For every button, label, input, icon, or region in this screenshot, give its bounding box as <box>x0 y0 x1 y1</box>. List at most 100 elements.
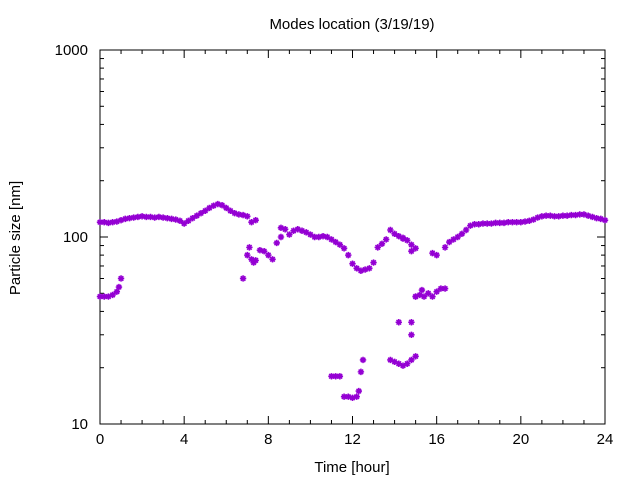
data-point-0 <box>96 218 104 226</box>
data-point-9 <box>134 213 142 221</box>
data-point-119 <box>246 244 253 251</box>
data-point-63 <box>382 236 390 243</box>
data-point-137 <box>357 368 365 376</box>
data-point-55 <box>349 260 356 267</box>
data-point-113 <box>109 291 116 299</box>
data-point-83 <box>492 219 499 227</box>
data-point-84 <box>496 219 503 227</box>
data-point-86 <box>505 218 512 226</box>
x-tick-label-4: 16 <box>428 431 445 448</box>
x-tick-label-1: 4 <box>180 431 188 448</box>
data-point-117 <box>239 275 247 282</box>
data-point-123 <box>256 246 264 254</box>
data-point-61 <box>374 244 381 251</box>
data-point-132 <box>340 393 348 400</box>
data-point-71 <box>441 244 449 251</box>
data-point-45 <box>307 231 314 238</box>
data-point-72 <box>446 238 453 246</box>
data-point-151 <box>420 293 428 300</box>
data-point-62 <box>378 240 386 247</box>
data-point-38 <box>277 224 285 231</box>
data-point-29 <box>218 201 226 209</box>
x-tick-label-5: 20 <box>512 431 529 448</box>
data-point-60 <box>370 259 377 266</box>
data-point-148 <box>408 331 415 338</box>
data-point-157 <box>429 249 436 257</box>
data-point-2 <box>105 219 112 227</box>
data-point-95 <box>542 212 550 219</box>
data-point-36 <box>248 218 255 226</box>
data-point-158 <box>433 251 440 259</box>
data-point-54 <box>345 251 352 259</box>
data-point-40 <box>286 231 293 238</box>
data-point-27 <box>210 202 217 209</box>
data-point-111 <box>101 293 108 300</box>
data-point-112 <box>105 293 112 300</box>
data-point-128 <box>277 233 285 241</box>
data-point-96 <box>547 212 554 219</box>
data-point-23 <box>193 212 200 219</box>
data-point-34 <box>239 211 247 219</box>
data-point-16 <box>164 215 171 222</box>
data-point-68 <box>404 237 411 244</box>
data-point-104 <box>580 211 588 218</box>
data-point-143 <box>404 360 411 367</box>
data-point-144 <box>408 356 415 364</box>
data-point-135 <box>353 393 360 400</box>
data-point-53 <box>340 245 348 252</box>
data-point-125 <box>265 251 272 259</box>
data-point-156 <box>441 285 449 292</box>
data-point-138 <box>359 356 367 364</box>
data-point-127 <box>273 239 280 247</box>
y-tick-label-1: 100 <box>63 229 88 246</box>
y-tick-label-0: 10 <box>71 416 88 433</box>
x-tick-label-6: 24 <box>597 431 614 448</box>
data-point-70 <box>412 245 419 252</box>
minor-ticks <box>100 50 605 424</box>
data-point-108 <box>597 215 604 223</box>
data-point-140 <box>391 358 398 366</box>
data-point-46 <box>311 233 318 241</box>
data-point-58 <box>361 266 369 273</box>
data-point-51 <box>332 238 339 246</box>
data-point-30 <box>223 204 230 212</box>
data-point-14 <box>155 213 163 221</box>
data-point-50 <box>328 236 335 243</box>
data-point-155 <box>437 285 445 292</box>
data-point-99 <box>559 212 567 219</box>
data-point-66 <box>395 232 402 240</box>
data-point-77 <box>467 222 474 229</box>
x-tick-label-3: 12 <box>344 431 361 448</box>
data-point-142 <box>399 362 407 369</box>
data-point-69 <box>408 241 415 248</box>
data-point-152 <box>425 290 432 297</box>
x-tick-label-0: 0 <box>96 431 104 448</box>
data-point-85 <box>500 219 508 227</box>
data-point-130 <box>332 373 339 380</box>
data-point-75 <box>458 230 466 238</box>
data-point-145 <box>412 353 419 360</box>
data-point-44 <box>303 229 310 236</box>
data-point-35 <box>244 213 251 220</box>
data-point-3 <box>109 218 116 226</box>
data-point-1 <box>101 218 108 226</box>
data-point-88 <box>513 218 520 226</box>
data-point-122 <box>252 257 259 264</box>
data-point-48 <box>319 232 327 240</box>
data-point-91 <box>526 217 533 225</box>
data-point-24 <box>197 210 205 217</box>
data-point-19 <box>176 217 184 225</box>
data-point-101 <box>568 211 575 219</box>
data-point-5 <box>117 216 125 224</box>
data-point-160 <box>408 247 415 255</box>
data-point-80 <box>479 220 487 227</box>
y-ticks: 10 100 1000 <box>55 42 605 433</box>
data-point-21 <box>185 217 192 225</box>
data-point-7 <box>126 215 133 222</box>
data-point-150 <box>416 291 424 299</box>
data-point-42 <box>294 226 301 233</box>
data-point-22 <box>189 215 196 222</box>
data-point-90 <box>521 218 529 225</box>
x-ticks: 0 4 8 12 16 20 24 <box>96 50 614 448</box>
